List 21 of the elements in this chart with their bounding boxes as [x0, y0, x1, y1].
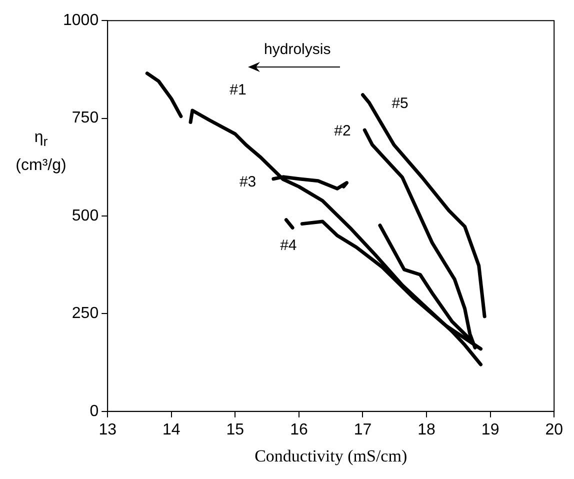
- y-tick-label: 750: [72, 110, 99, 127]
- x-tick-label: 18: [418, 421, 436, 438]
- annotation: #2: [334, 122, 351, 140]
- x-tick-label: 17: [354, 421, 372, 438]
- x-tick-label: 16: [290, 421, 308, 438]
- annotation: #5: [392, 94, 408, 112]
- y-tick-label: 250: [72, 305, 99, 322]
- x-tick-label: 13: [98, 421, 117, 438]
- annotation: #3: [239, 174, 256, 191]
- x-tick-label: 20: [545, 421, 564, 438]
- annotation: #4: [280, 236, 297, 254]
- x-tick-label: 15: [226, 421, 244, 438]
- y-tick-label: 1000: [63, 12, 99, 30]
- x-axis-title: Conductivity (mS/cm): [254, 446, 408, 466]
- x-tick-label: 19: [481, 421, 500, 438]
- y-axis-title: η$_{r}$ (cm³/g): [14, 128, 68, 176]
- annotation: hydrolysis: [264, 41, 331, 58]
- x-tick-label: 14: [162, 421, 180, 438]
- annotation: #1: [230, 81, 246, 98]
- y-tick-label: 500: [72, 207, 99, 224]
- y-tick-label: 0: [90, 402, 99, 420]
